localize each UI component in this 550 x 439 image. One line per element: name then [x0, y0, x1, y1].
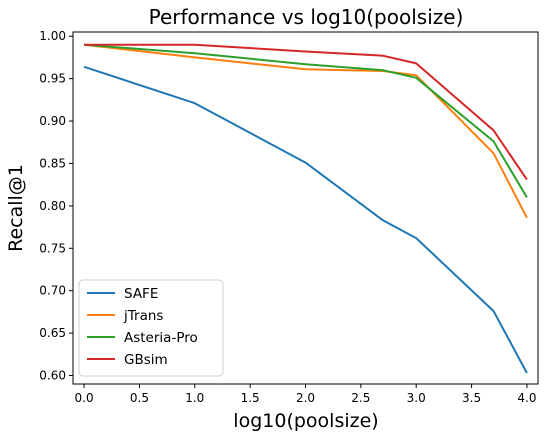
legend-label: Asteria-Pro [124, 330, 198, 346]
chart-title: Performance vs log10(poolsize) [149, 5, 464, 29]
x-tick-label: 0.0 [75, 391, 94, 405]
legend-label: SAFE [124, 286, 158, 302]
x-tick-label: 3.0 [407, 391, 426, 405]
y-tick-label: 0.80 [39, 199, 66, 213]
y-tick-label: 0.60 [39, 369, 66, 383]
series-line-asteria-pro [84, 43, 528, 198]
axis-ticks: 0.0 0.5 1.0 1.5 2.0 2.5 3.0 3.5 4.0 0.60 0.65 0.70 0… [39, 29, 536, 405]
x-tick-label: 0.5 [130, 391, 149, 405]
legend-label: jTrans [123, 308, 163, 324]
x-tick-label: 2.5 [351, 391, 370, 405]
legend-box [78, 279, 224, 377]
series-line-jtrans [83, 43, 528, 219]
x-axis-title: log10(poolsize) [233, 410, 378, 432]
plot-frame [72, 31, 539, 385]
x-tick-label: 1.5 [241, 391, 260, 405]
y-axis-title: Recall@1 [5, 164, 27, 252]
legend-label: GBsim [124, 352, 168, 368]
y-tick-label: 0.90 [39, 114, 66, 128]
series-lines [83, 43, 528, 374]
y-tick-label: 1.00 [39, 29, 66, 43]
y-tick-label: 0.65 [39, 326, 66, 340]
x-tick-label: 1.0 [185, 391, 204, 405]
y-tick-label: 0.85 [39, 156, 66, 170]
y-tick-label: 0.75 [39, 241, 66, 255]
y-tick-label: 0.70 [39, 284, 66, 298]
x-tick-label: 4.0 [517, 391, 536, 405]
x-tick-label: 3.5 [462, 391, 481, 405]
y-tick-label: 0.95 [39, 72, 66, 86]
legend: SAFE jTrans Asteria-Pro GBsim [78, 279, 224, 377]
series-line-gbsim [84, 43, 528, 181]
x-tick-label: 2.0 [296, 391, 315, 405]
series-line-safe [83, 65, 528, 374]
